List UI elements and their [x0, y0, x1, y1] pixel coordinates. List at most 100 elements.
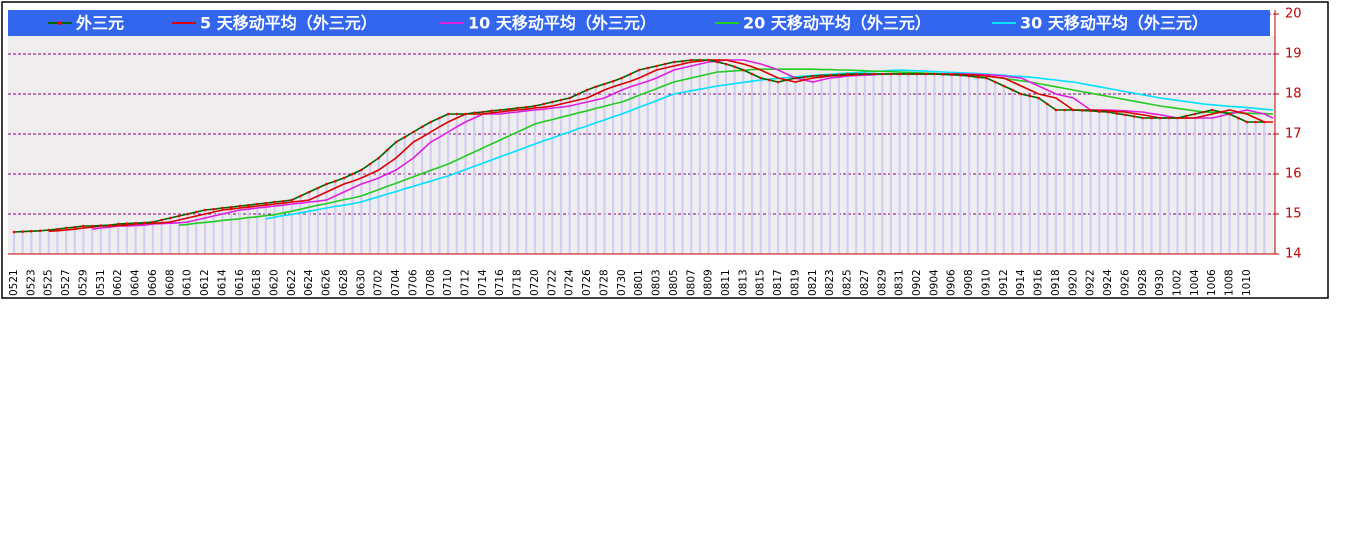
point-marker — [1019, 92, 1023, 96]
point-marker — [889, 72, 893, 76]
x-tick-label: 0716 — [494, 269, 506, 296]
point-marker — [1184, 114, 1188, 118]
point-marker — [255, 202, 259, 206]
x-tick-label: 1008 — [1224, 269, 1236, 296]
point-marker — [403, 135, 407, 139]
x-tick-label: 0819 — [789, 269, 801, 296]
point-marker — [603, 82, 606, 86]
point-marker — [542, 102, 545, 106]
point-marker — [785, 78, 789, 82]
legend-background — [8, 10, 1270, 36]
point-marker — [1098, 110, 1101, 113]
point-marker — [1141, 116, 1145, 120]
point-marker — [264, 201, 268, 205]
point-marker — [768, 78, 771, 82]
point-marker — [776, 80, 780, 84]
x-tick-label: 0630 — [355, 269, 367, 296]
x-tick-label: 0825 — [842, 269, 854, 296]
point-marker — [281, 199, 285, 203]
point-marker — [1132, 115, 1136, 118]
x-tick-label: 0724 — [564, 269, 576, 296]
point-marker — [820, 74, 823, 77]
series-line — [92, 59, 1274, 230]
x-tick-label: 0704 — [390, 269, 402, 296]
legend-label: 外三元 — [75, 14, 124, 33]
x-tick-label: 0626 — [321, 269, 333, 296]
point-marker — [707, 58, 710, 62]
x-tick-label: 0809 — [703, 269, 715, 296]
x-tick-label: 0523 — [25, 269, 37, 296]
x-tick-label: 0831 — [894, 269, 906, 296]
point-marker — [472, 111, 476, 115]
legend-label: 30 天移动平均（外三元） — [1020, 14, 1208, 33]
x-tick-label: 0622 — [286, 269, 298, 296]
legend-label: 10 天移动平均（外三元） — [468, 14, 656, 33]
point-marker — [99, 224, 103, 227]
point-marker — [1158, 116, 1162, 120]
point-marker — [1071, 108, 1075, 112]
y-tick-label: 19 — [1285, 47, 1302, 62]
x-tick-label: 0624 — [303, 269, 315, 296]
x-tick-label: 0801 — [633, 269, 645, 296]
point-marker — [342, 176, 346, 180]
point-marker — [368, 162, 372, 166]
point-marker — [38, 229, 42, 233]
point-marker — [47, 228, 51, 232]
x-tick-label: 0710 — [442, 269, 454, 296]
point-marker — [30, 229, 33, 233]
x-tick-label: 1006 — [1206, 269, 1218, 296]
point-marker — [351, 172, 354, 176]
point-marker — [1193, 112, 1197, 116]
point-marker — [629, 72, 632, 76]
point-marker — [802, 75, 806, 79]
point-marker — [516, 106, 519, 110]
point-marker — [151, 220, 155, 224]
point-marker — [446, 112, 450, 116]
point-marker — [941, 73, 945, 76]
point-marker — [1028, 94, 1032, 98]
point-marker — [56, 227, 59, 231]
point-marker — [273, 200, 276, 204]
point-marker — [993, 80, 997, 84]
x-tick-label: 0811 — [720, 269, 732, 296]
point-marker — [221, 206, 224, 210]
x-tick-label: 0726 — [581, 269, 593, 296]
x-tick-label: 0525 — [43, 269, 55, 296]
x-tick-label: 0720 — [529, 269, 541, 296]
point-marker — [1124, 113, 1127, 117]
point-marker — [976, 75, 980, 79]
x-tick-label: 0612 — [199, 269, 211, 296]
point-marker — [585, 88, 589, 92]
x-tick-label: 0817 — [772, 269, 784, 296]
point-marker — [412, 130, 415, 134]
point-marker — [620, 76, 624, 80]
point-marker — [663, 62, 667, 66]
x-tick-label: 0708 — [425, 269, 437, 296]
x-tick-label: 0702 — [373, 269, 385, 296]
point-marker — [898, 72, 901, 76]
legend-label: 5 天移动平均（外三元） — [200, 14, 377, 33]
point-marker — [1202, 110, 1205, 114]
x-tick-label: 0728 — [598, 269, 610, 296]
x-tick-label: 0924 — [1102, 269, 1114, 296]
series-line — [178, 68, 1274, 226]
y-tick-label: 20 — [1285, 7, 1302, 22]
x-tick-label: 0604 — [130, 269, 142, 296]
point-marker — [12, 230, 16, 234]
x-tick-label: 0606 — [147, 269, 159, 296]
point-marker — [1263, 120, 1266, 124]
point-marker — [203, 208, 207, 212]
point-marker — [524, 105, 528, 109]
x-tick-label: 0529 — [77, 269, 89, 296]
x-tick-label: 0815 — [755, 269, 767, 296]
x-tick-label: 0531 — [95, 269, 107, 296]
x-tick-label: 0618 — [251, 269, 263, 296]
point-marker — [195, 210, 198, 214]
point-marker — [455, 112, 459, 116]
point-marker — [559, 98, 563, 102]
point-marker — [1228, 112, 1231, 116]
point-marker — [1236, 116, 1240, 120]
x-tick-label: 0823 — [824, 269, 836, 296]
